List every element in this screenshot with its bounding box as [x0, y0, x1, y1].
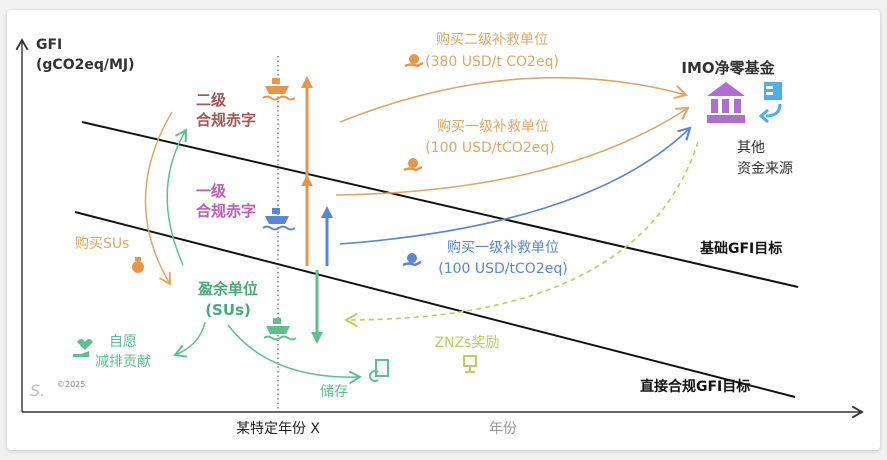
watermark-logo: S. [30, 381, 45, 400]
buy-tier1-orange-flow [335, 106, 690, 196]
reward-icon [463, 355, 477, 373]
arrowhead-icon [321, 206, 333, 218]
voluntary-label-1: 自愿 [109, 334, 137, 350]
buy-tier1-blue-flow [339, 126, 692, 245]
money-bag-icon [132, 257, 144, 273]
arrowhead-icon [301, 175, 313, 186]
base-gfi-target-line [81, 121, 799, 288]
storage-icon [369, 359, 389, 382]
buy-tier2-label: 购买二级补救单位 [436, 32, 548, 48]
buy-tier1-blue-price: (100 USD/tCO2eq) [438, 261, 567, 277]
storage-label: 储存 [320, 384, 348, 400]
y-axis-unit: (gCO2eq/MJ) [36, 57, 135, 73]
tier1-deficit-label-2: 合规赤字 [195, 202, 256, 220]
tier1-deficit-label-1: 一级 [196, 182, 227, 200]
surplus-units-label: 盈余单位 [197, 280, 258, 298]
coin-hand-icon [402, 253, 422, 267]
tier2-deficit-label-1: 二级 [196, 91, 227, 109]
buy-tier1-orange-label: 购买一级补救单位 [437, 119, 549, 135]
imo-fund-title: IMO净零基金 [681, 59, 775, 77]
direct-gfi-target-label: 直接合规GFI目标 [640, 378, 750, 395]
watermark-copyright: ©2025 [57, 380, 85, 389]
surplus-units-abbrev: (SUs) [205, 301, 251, 319]
money-transfer-icon [758, 82, 782, 124]
ship-icon [262, 208, 296, 231]
znz-reward-label: ZNZs奖励 [435, 334, 500, 351]
storage-flow [227, 324, 362, 385]
year-x-label: 某特定年份 X [236, 421, 320, 437]
x-axis-label: 年份 [489, 421, 517, 437]
sus-to-deficit-flow [166, 128, 188, 266]
direct-gfi-target-line [74, 211, 796, 398]
ship-icon [263, 318, 297, 341]
tier2-deficit-label-2: 合规赤字 [195, 111, 256, 129]
buy-sus-label: 购买SUs [75, 236, 129, 252]
buy-tier1-orange-price: (100 USD/tCO2eq) [425, 140, 554, 156]
ship-icon [262, 78, 296, 101]
diagram-card [7, 10, 880, 450]
arrowhead-icon [301, 76, 313, 88]
voluntary-label-2: 减排贡献 [95, 354, 151, 370]
buy-tier1-blue-label: 购买一级补救单位 [447, 240, 559, 256]
znz-reward-flow [343, 141, 699, 328]
coin-hand-icon [403, 158, 423, 172]
buy-sus-flow [144, 111, 173, 286]
buy-tier2-flow [339, 76, 689, 123]
bank-icon [707, 82, 745, 123]
coin-hand-icon [404, 54, 424, 68]
other-funding-label-2: 资金来源 [737, 161, 793, 177]
heart-hand-icon [73, 339, 93, 357]
base-gfi-target-label: 基础GFI目标 [700, 240, 782, 257]
buy-tier2-price: (380 USD/t CO2eq) [425, 54, 559, 70]
voluntary-flow [173, 321, 206, 358]
other-funding-label-1: 其他 [737, 140, 765, 156]
y-axis-label: GFI [36, 37, 62, 53]
arrowhead-icon [311, 332, 323, 344]
